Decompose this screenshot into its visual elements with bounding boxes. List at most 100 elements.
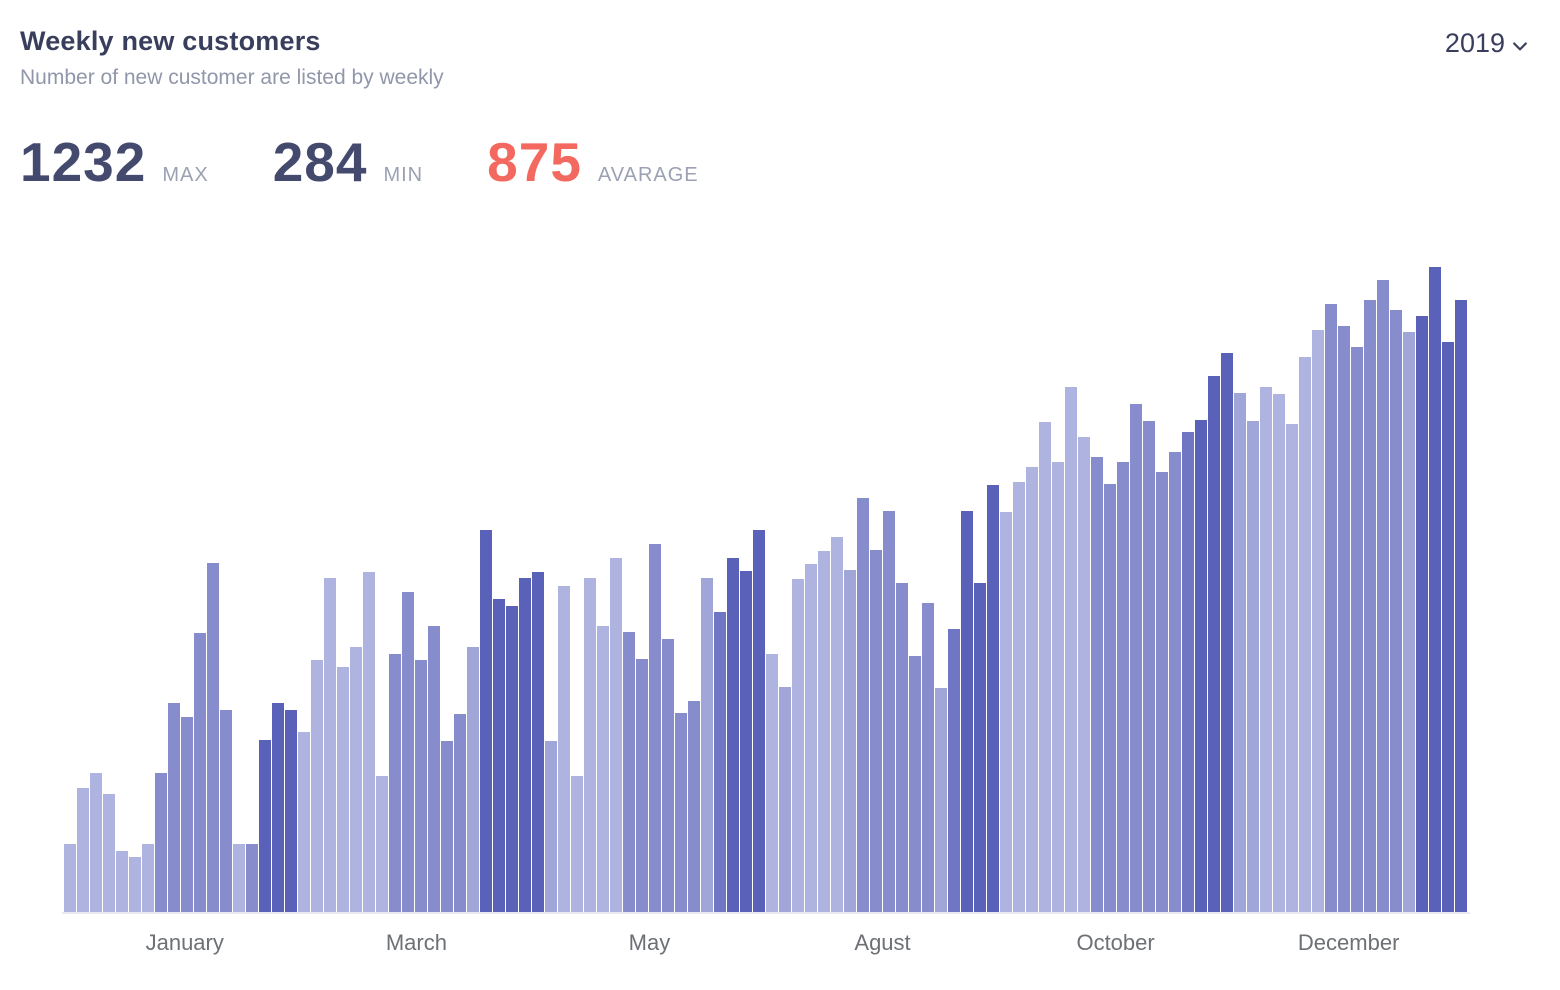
bar-week-89 xyxy=(1208,376,1220,912)
bar-week-41 xyxy=(584,578,596,912)
month-label-december: December xyxy=(1297,930,1400,955)
bar-week-2 xyxy=(77,788,89,912)
bar-week-92 xyxy=(1247,421,1259,912)
bar-week-49 xyxy=(688,701,700,912)
bar-week-56 xyxy=(779,687,791,912)
bar-week-54 xyxy=(753,530,765,912)
stat-average: 875 AVARAGE xyxy=(487,130,699,194)
bar-week-60 xyxy=(831,537,843,912)
bar-week-84 xyxy=(1143,421,1155,912)
bar-week-35 xyxy=(506,606,518,912)
bar-week-7 xyxy=(142,844,154,912)
bar-week-81 xyxy=(1104,484,1116,912)
month-label-october: October xyxy=(1076,930,1155,955)
bar-week-78 xyxy=(1065,387,1077,912)
bar-week-75 xyxy=(1026,467,1038,912)
bar-week-25 xyxy=(376,776,388,912)
bar-week-6 xyxy=(129,857,141,912)
bar-week-98 xyxy=(1325,304,1337,912)
bar-week-15 xyxy=(246,844,258,912)
bar-week-82 xyxy=(1117,462,1129,912)
bar-week-65 xyxy=(896,583,908,912)
bar-week-45 xyxy=(636,659,648,912)
bar-week-34 xyxy=(493,599,505,912)
bar-chart xyxy=(64,0,1468,912)
bar-week-86 xyxy=(1169,452,1181,912)
bar-week-61 xyxy=(844,570,856,912)
stat-min-value: 284 xyxy=(272,131,368,193)
bar-week-90 xyxy=(1221,353,1233,912)
bar-week-46 xyxy=(649,544,661,912)
stat-max-label: MAX xyxy=(162,164,209,186)
bar-week-24 xyxy=(363,572,375,912)
bar-week-70 xyxy=(961,511,973,912)
bar-week-96 xyxy=(1299,357,1311,912)
bar-week-94 xyxy=(1273,394,1285,912)
bar-week-21 xyxy=(324,578,336,912)
bar-week-71 xyxy=(974,583,986,912)
card-header: Weekly new customers Number of new custo… xyxy=(20,26,444,90)
bar-week-27 xyxy=(402,592,414,912)
bar-week-53 xyxy=(740,571,752,912)
bar-week-74 xyxy=(1013,482,1025,912)
bar-week-107 xyxy=(1442,342,1454,912)
bar-week-105 xyxy=(1416,316,1428,912)
bar-week-50 xyxy=(701,578,713,912)
stat-average-label: AVARAGE xyxy=(597,164,699,186)
bar-week-106 xyxy=(1429,267,1441,912)
bar-week-51 xyxy=(714,612,726,912)
bar-week-59 xyxy=(818,551,830,912)
bar-week-100 xyxy=(1351,347,1363,912)
bar-week-37 xyxy=(532,572,544,912)
bar-week-69 xyxy=(948,629,960,912)
stat-average-value: 875 xyxy=(487,131,582,193)
x-axis-line xyxy=(62,912,1470,914)
bar-week-72 xyxy=(987,485,999,912)
bar-week-22 xyxy=(337,667,349,912)
bar-week-13 xyxy=(220,710,232,912)
bar-week-108 xyxy=(1455,300,1467,912)
bar-week-39 xyxy=(558,586,570,912)
bar-week-5 xyxy=(116,851,128,912)
stat-min-label: MIN xyxy=(383,164,424,186)
bar-week-12 xyxy=(207,563,219,912)
bar-week-28 xyxy=(415,660,427,912)
month-label-january: January xyxy=(145,930,224,955)
year-selector-value: 2019 xyxy=(1444,28,1505,58)
month-label-agust: Agust xyxy=(854,930,911,955)
bar-week-18 xyxy=(285,710,297,912)
bar-week-9 xyxy=(168,703,180,912)
chevron-down-icon xyxy=(1510,36,1530,56)
bar-week-85 xyxy=(1156,472,1168,912)
bar-week-93 xyxy=(1260,387,1272,912)
bar-week-23 xyxy=(350,647,362,912)
bar-week-80 xyxy=(1091,457,1103,912)
bar-week-47 xyxy=(662,639,674,912)
bar-week-77 xyxy=(1052,462,1064,912)
bar-week-19 xyxy=(298,732,310,912)
bar-week-8 xyxy=(155,773,167,912)
bar-week-83 xyxy=(1130,404,1142,912)
bar-week-91 xyxy=(1234,393,1246,912)
bar-week-103 xyxy=(1390,310,1402,912)
bar-week-58 xyxy=(805,564,817,912)
bar-week-40 xyxy=(571,776,583,912)
bar-week-101 xyxy=(1364,300,1376,912)
stat-max: 1232 MAX xyxy=(20,130,209,194)
bar-week-44 xyxy=(623,632,635,912)
bar-week-55 xyxy=(766,654,778,912)
bar-week-48 xyxy=(675,713,687,912)
bar-week-36 xyxy=(519,578,531,912)
stat-max-value: 1232 xyxy=(20,131,147,193)
month-axis: January March May Agust October December xyxy=(64,930,1468,964)
bar-week-16 xyxy=(259,740,271,912)
bar-week-57 xyxy=(792,579,804,912)
month-label-may: May xyxy=(628,930,671,955)
bar-week-14 xyxy=(233,844,245,912)
bar-week-99 xyxy=(1338,326,1350,912)
page-title: Weekly new customers xyxy=(20,26,321,56)
year-selector[interactable]: 2019 xyxy=(1445,28,1530,59)
bar-week-97 xyxy=(1312,330,1324,912)
bar-week-4 xyxy=(103,794,115,912)
bar-week-73 xyxy=(1000,512,1012,912)
